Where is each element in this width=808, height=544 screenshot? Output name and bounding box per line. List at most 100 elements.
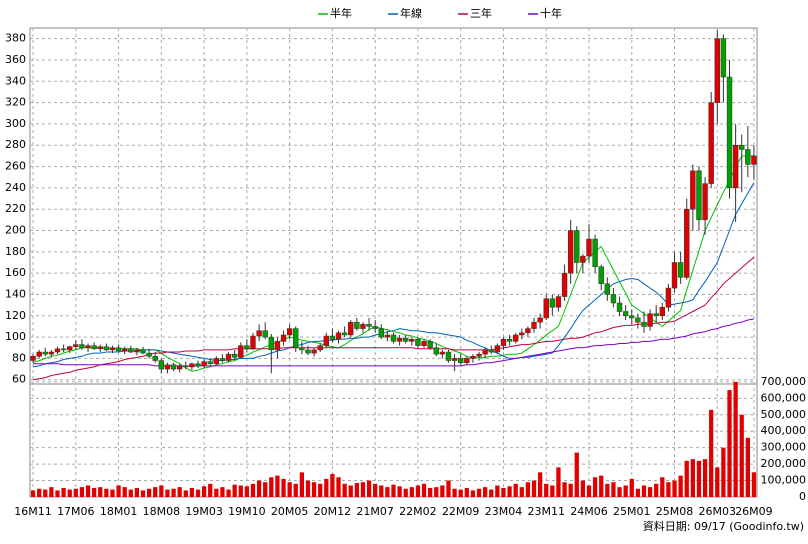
candle-body — [79, 344, 85, 349]
volume-bar — [61, 487, 66, 497]
volume-bar — [605, 483, 610, 497]
candle-body — [48, 351, 55, 355]
volume-bar — [330, 473, 335, 497]
volume-bar — [452, 488, 457, 497]
volume-bar — [544, 483, 549, 497]
ma-line — [33, 318, 754, 367]
candle-body — [726, 76, 733, 189]
candle-body — [128, 348, 134, 353]
legend-label: 年線 — [400, 6, 422, 20]
legend-label: 三年 — [470, 6, 492, 20]
candle-body — [684, 208, 690, 278]
candle-body — [109, 347, 116, 351]
volume-bar — [556, 467, 561, 497]
candle-body — [231, 353, 238, 358]
volume-bar — [495, 485, 500, 497]
y-tick-label: 240 — [5, 181, 26, 194]
volume-bar — [690, 459, 695, 497]
candle-body — [384, 334, 391, 338]
x-tick-label: 18M08 — [143, 505, 181, 518]
volume-bar — [342, 483, 347, 497]
y-tick-label: 140 — [5, 287, 26, 300]
candle-body — [60, 348, 67, 351]
candle-body — [262, 330, 268, 338]
candle-body — [268, 336, 275, 351]
candle-body — [158, 360, 165, 370]
x-tick-label: 24M06 — [570, 505, 608, 518]
candle-body — [610, 294, 617, 304]
volume-bar — [232, 484, 237, 497]
volume-bar — [446, 480, 451, 497]
candle-body — [146, 352, 152, 357]
candle-body — [170, 364, 177, 370]
candle-body — [335, 332, 342, 340]
y-tick-label: 380 — [5, 32, 26, 45]
candle-body — [176, 365, 183, 370]
volume-bar — [159, 485, 164, 497]
volume-bar — [611, 482, 616, 497]
candle-body — [201, 361, 207, 367]
volume-bar — [67, 489, 72, 497]
candle-body — [189, 363, 195, 368]
volume-bar — [409, 487, 414, 497]
candle-body — [378, 328, 384, 338]
volume-bar — [226, 489, 231, 497]
candle-body — [286, 328, 293, 336]
candle-body — [207, 361, 213, 364]
volume-bar — [519, 487, 524, 497]
candle-body — [256, 330, 262, 337]
candle-body — [635, 317, 641, 323]
candle-body — [598, 266, 604, 285]
candle-body — [702, 183, 708, 221]
candle-body — [622, 311, 629, 317]
candle-body — [732, 144, 739, 189]
candle-body — [85, 345, 91, 349]
y-tick-label: 200 — [5, 224, 26, 237]
x-tick-label: 17M06 — [57, 505, 95, 518]
candle-body — [512, 334, 519, 342]
x-tick-label: 23M11 — [527, 505, 565, 518]
volume-bar — [385, 487, 390, 497]
volume-bar — [183, 490, 188, 497]
volume-bar — [281, 478, 286, 497]
candle-body — [219, 358, 226, 361]
candle-body — [42, 351, 48, 355]
volume-bar — [635, 488, 641, 497]
x-tick-label: 16M11 — [14, 505, 52, 518]
candle-body — [720, 38, 727, 78]
candle-body — [329, 335, 336, 340]
candle-body — [580, 255, 586, 263]
candle-body — [225, 353, 232, 361]
volume-bar — [403, 488, 408, 497]
candle-body — [629, 315, 635, 319]
y-tick-label: 280 — [5, 138, 26, 151]
candle-body — [390, 334, 397, 342]
volume-bar — [318, 483, 323, 497]
candle-body — [366, 324, 372, 327]
candle-body — [372, 326, 378, 329]
candle-body — [494, 345, 501, 353]
y-tick-label: 260 — [5, 160, 26, 173]
candle-body — [531, 321, 537, 329]
volume-bar — [415, 485, 421, 497]
volume-bar — [550, 485, 555, 497]
x-tick-label: 19M10 — [228, 505, 266, 518]
candle-body — [73, 344, 79, 347]
volume-bar — [208, 483, 213, 497]
y2-tick-label: 500,000 — [761, 408, 807, 421]
candle-body — [244, 345, 250, 350]
candle-body — [696, 170, 702, 221]
volume-bar — [458, 489, 463, 497]
volume-bar — [189, 487, 195, 497]
y2-tick-label: 300,000 — [761, 441, 807, 454]
candle-body — [354, 321, 360, 329]
candle-body — [323, 335, 329, 346]
volume-bar — [397, 486, 402, 497]
volume-bar — [214, 488, 219, 497]
candle-body — [67, 346, 73, 351]
volume-bar — [43, 489, 48, 497]
volume-bar — [250, 483, 256, 497]
candle-body — [567, 230, 574, 274]
volume-bar — [617, 487, 622, 497]
